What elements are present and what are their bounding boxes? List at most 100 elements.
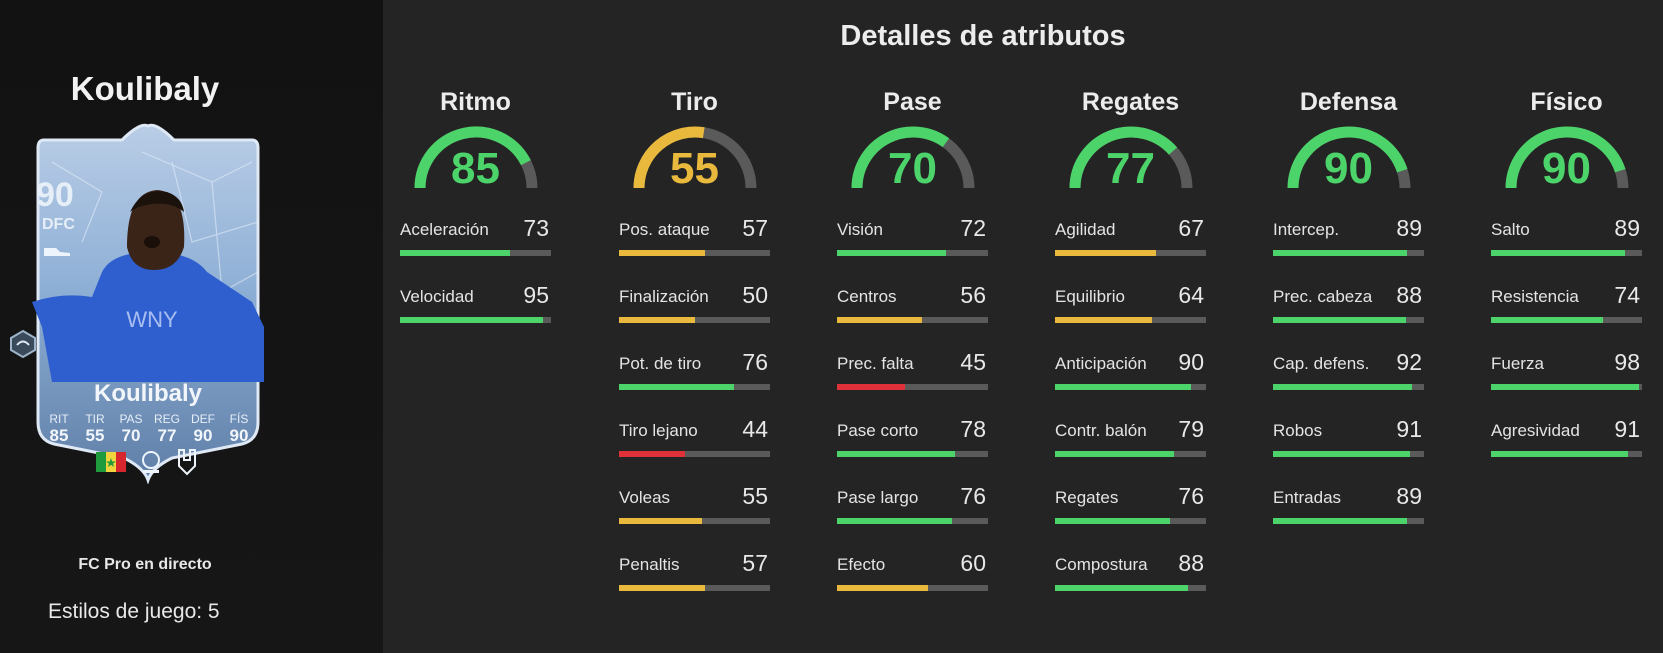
attribute-row: Prec. falta 45 (835, 338, 990, 405)
attribute-bar (837, 250, 988, 256)
attribute-row: Regates 76 (1053, 472, 1208, 539)
attribute-bar (1055, 384, 1206, 390)
attribute-bar-fill (400, 317, 544, 323)
attribute-label: Salto (1491, 220, 1530, 239)
gauge-arc (633, 126, 757, 189)
attribute-label: Cap. defens. (1273, 354, 1370, 373)
attribute-label: Regates (1055, 488, 1119, 507)
attribute-value: 88 (1396, 282, 1422, 308)
attribute-value: 89 (1396, 215, 1422, 241)
attribute-bar-fill (1055, 317, 1152, 323)
attribute-value: 90 (1178, 349, 1204, 375)
attribute-row: Anticipación 90 (1053, 338, 1208, 405)
card-icons (96, 448, 198, 476)
attribute-bar-fill (837, 451, 955, 457)
attribute-value: 92 (1396, 349, 1422, 375)
attribute-value: 91 (1396, 416, 1422, 442)
attribute-value: 56 (960, 282, 986, 308)
attribute-value: 91 (1614, 416, 1640, 442)
attribute-bar (1055, 518, 1206, 524)
attribute-category-1: Tiro 55 Pos. ataque 57 Finalización 50 Pot. de… (617, 88, 772, 606)
attribute-bar-fill (619, 451, 686, 457)
attribute-category-4: Defensa 90 Intercep. 89 Prec. cabeza 88 Cap. d… (1271, 88, 1426, 539)
attribute-row: Penaltis 57 (617, 539, 772, 606)
attribute-bar (619, 518, 770, 524)
category-value: 85 (451, 144, 500, 193)
card-stat: FÍS 90 (222, 412, 256, 446)
card-edition: FC Pro en directo (78, 556, 212, 573)
attribute-value: 73 (523, 215, 549, 241)
category-gauge: 70 (835, 122, 990, 204)
attribute-value: 57 (742, 215, 768, 241)
attribute-label: Finalización (619, 287, 709, 306)
attribute-bar-fill (1491, 317, 1603, 323)
attribute-label: Anticipación (1055, 354, 1147, 373)
attribute-label: Centros (837, 287, 897, 306)
gauge-fill (1505, 126, 1626, 189)
attribute-bar-fill (619, 518, 703, 524)
attribute-bar (1273, 451, 1424, 457)
attribute-value: 89 (1614, 215, 1640, 241)
card-stat-label: TIR (85, 412, 105, 426)
attribute-bar (400, 250, 551, 256)
attribute-row: Pos. ataque 57 (617, 204, 772, 271)
attribute-value: 76 (1178, 483, 1204, 509)
attribute-row: Robos 91 (1271, 405, 1426, 472)
attribute-value: 76 (960, 483, 986, 509)
attribute-bar-fill (1273, 518, 1408, 524)
attribute-bar-fill (837, 317, 922, 323)
attribute-row: Equilibrio 64 (1053, 271, 1208, 338)
boot-icon (42, 244, 72, 263)
attribute-label: Pase largo (837, 488, 919, 507)
card-position: DFC (42, 216, 75, 233)
attribute-value: 44 (742, 416, 768, 442)
gauge-fill (414, 126, 531, 189)
card-stat-label: FÍS (229, 412, 249, 426)
attribute-bar (1273, 384, 1424, 390)
gauge-arc (1505, 126, 1629, 189)
attribute-bar-fill (1055, 384, 1191, 390)
attribute-bar-fill (1273, 250, 1408, 256)
player-card[interactable]: WNY 90 DFC Koulibaly RIT 85 TIR 55 PAS 7… (22, 122, 274, 484)
club-crest-icon (178, 449, 196, 476)
card-stat: REG 77 (150, 412, 184, 446)
category-title: Físico (1530, 88, 1603, 116)
attribute-label: Visión (837, 220, 883, 239)
attribute-value: 95 (523, 282, 549, 308)
gauge-fill (1287, 126, 1408, 189)
attribute-value: 76 (742, 349, 768, 375)
attribute-bar-fill (837, 585, 928, 591)
attribute-bar (619, 451, 770, 457)
attribute-value: 60 (960, 550, 986, 576)
gauge-arc (851, 126, 975, 189)
attribute-value: 88 (1178, 550, 1204, 576)
attribute-row: Cap. defens. 92 (1271, 338, 1426, 405)
attribute-label: Pos. ataque (619, 220, 710, 239)
card-stat-label: REG (153, 412, 180, 426)
attribute-value: 89 (1396, 483, 1422, 509)
attribute-value: 79 (1178, 416, 1204, 442)
attribute-value: 67 (1178, 215, 1204, 241)
card-stat: PAS 70 (114, 412, 148, 446)
attribute-bar-fill (837, 518, 952, 524)
attribute-label: Pase corto (837, 421, 919, 440)
attribute-bar (619, 585, 770, 591)
attribute-label: Efecto (837, 555, 886, 574)
attribute-row: Agresividad 91 (1489, 405, 1644, 472)
attribute-row: Contr. balón 79 (1053, 405, 1208, 472)
attribute-row: Visión 72 (835, 204, 990, 271)
category-value: 77 (1106, 144, 1155, 193)
play-styles-count[interactable]: Estilos de juego: 5 (48, 600, 220, 623)
attribute-value: 57 (742, 550, 768, 576)
gauge-arc (414, 126, 538, 189)
attribute-bar-fill (619, 250, 706, 256)
attribute-value: 72 (960, 215, 986, 241)
player-image: WNY (32, 190, 264, 382)
attribute-row: Intercep. 89 (1271, 204, 1426, 271)
attribute-bar-fill (400, 250, 511, 256)
gauge-fill (851, 126, 950, 189)
attribute-bar-fill (1273, 451, 1411, 457)
attribute-label: Equilibrio (1055, 287, 1125, 306)
attribute-bar (837, 518, 988, 524)
card-stat-label: RIT (49, 412, 69, 426)
